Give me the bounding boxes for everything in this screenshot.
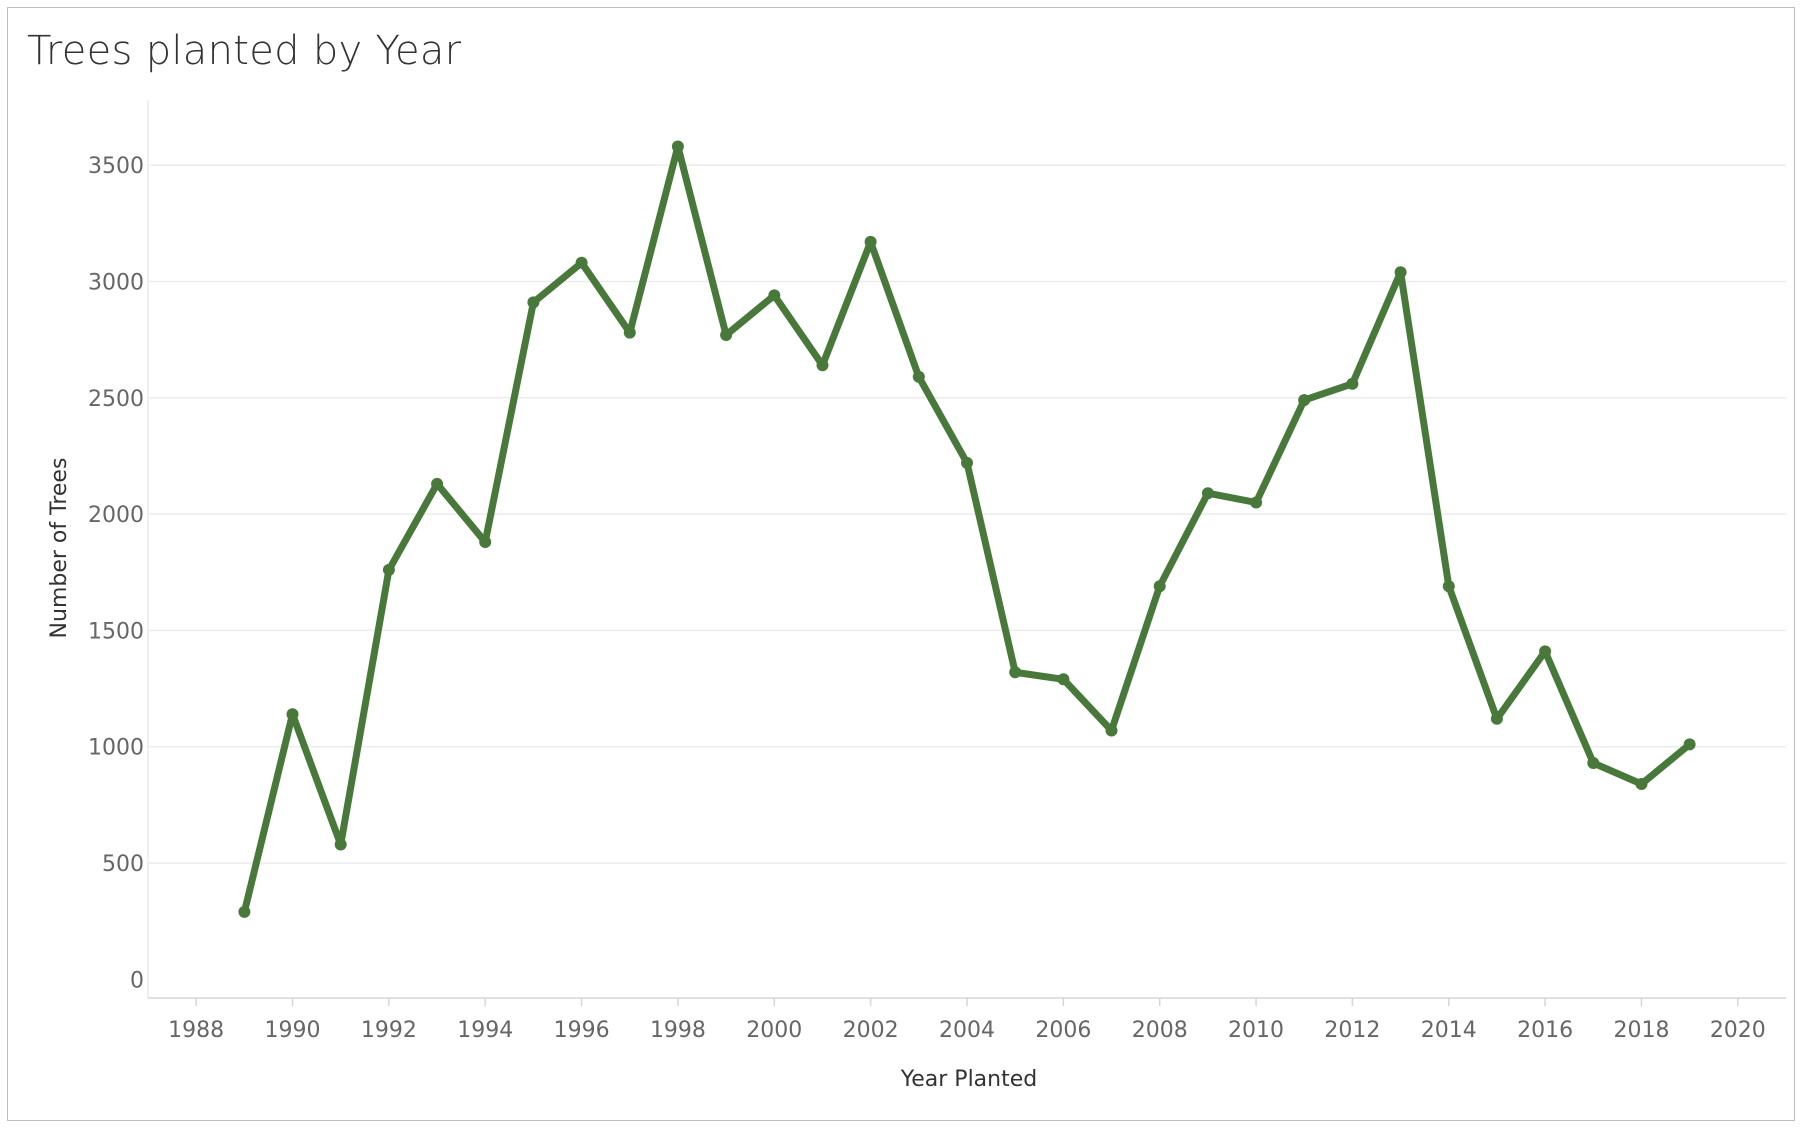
data-point[interactable] — [623, 326, 636, 339]
data-point[interactable] — [1105, 724, 1118, 737]
y-tick-label: 2000 — [88, 503, 144, 528]
data-point[interactable] — [479, 536, 492, 548]
chart-title: Trees planted by Year — [27, 28, 462, 74]
y-tick-label: 1000 — [88, 736, 144, 761]
x-axis-title: Year Planted — [900, 1067, 1038, 1092]
axis-layer — [147, 100, 1786, 1006]
x-tick-label: 2020 — [1710, 1018, 1766, 1043]
x-tick-label: 2018 — [1613, 1018, 1669, 1043]
y-tick-label: 3000 — [88, 270, 144, 295]
data-point[interactable] — [431, 477, 444, 490]
y-tick-label: 1500 — [88, 619, 144, 644]
data-point[interactable] — [816, 359, 829, 372]
series-layer — [238, 140, 1696, 918]
x-tick-label: 2002 — [843, 1018, 899, 1043]
data-point[interactable] — [238, 905, 251, 918]
x-tick-label: 2014 — [1421, 1018, 1477, 1043]
data-point[interactable] — [1490, 712, 1503, 725]
data-point[interactable] — [1250, 496, 1263, 509]
x-tick-label: 2008 — [1132, 1018, 1188, 1043]
x-tick-label: 1988 — [168, 1018, 224, 1043]
data-point[interactable] — [961, 456, 973, 469]
x-tick-label: 1996 — [554, 1018, 610, 1043]
x-tick-label: 2000 — [746, 1018, 802, 1043]
data-point[interactable] — [334, 838, 347, 851]
x-tick-label: 2012 — [1324, 1018, 1380, 1043]
data-point[interactable] — [1201, 487, 1214, 500]
x-tick-label: 2004 — [939, 1018, 995, 1043]
data-point[interactable] — [1346, 377, 1359, 390]
y-tick-label: 2500 — [88, 387, 144, 412]
x-tick-label: 2006 — [1035, 1018, 1091, 1043]
data-point[interactable] — [1539, 645, 1552, 658]
y-tick-label: 500 — [102, 852, 144, 877]
x-tick-label: 1990 — [265, 1018, 321, 1043]
x-tick-label: 2010 — [1228, 1018, 1284, 1043]
data-point[interactable] — [720, 329, 733, 341]
chart-frame — [7, 7, 1795, 1121]
data-point[interactable] — [1394, 266, 1407, 279]
data-point[interactable] — [1683, 738, 1696, 751]
x-tick-label: 1994 — [457, 1018, 513, 1043]
x-tick-label: 1998 — [650, 1018, 706, 1043]
x-tick-label: 2016 — [1517, 1018, 1573, 1043]
data-point[interactable] — [671, 140, 684, 153]
data-point[interactable] — [1057, 673, 1070, 686]
y-tick-label: 3500 — [88, 154, 144, 179]
data-point[interactable] — [575, 256, 588, 269]
x-tick-label: 1992 — [361, 1018, 417, 1043]
data-point[interactable] — [1587, 757, 1600, 769]
data-point[interactable] — [912, 370, 925, 383]
data-point[interactable] — [1153, 580, 1166, 593]
data-point[interactable] — [286, 708, 299, 721]
data-point[interactable] — [1442, 580, 1455, 593]
data-point[interactable] — [1298, 394, 1311, 407]
y-tick-label: 0 — [130, 968, 144, 993]
data-point[interactable] — [382, 563, 395, 576]
data-point[interactable] — [864, 235, 877, 248]
data-point[interactable] — [768, 289, 781, 302]
data-point[interactable] — [1635, 778, 1648, 790]
tick-layer: 0 500 1000 1500 2000 2500 3000 3500 1988 1990 1992… — [88, 154, 1766, 1043]
y-axis-title: Number of Trees — [47, 458, 72, 639]
data-point[interactable] — [527, 296, 540, 309]
grid-layer — [148, 164, 1786, 864]
series-line — [240, 143, 1694, 916]
data-point[interactable] — [1009, 666, 1022, 679]
